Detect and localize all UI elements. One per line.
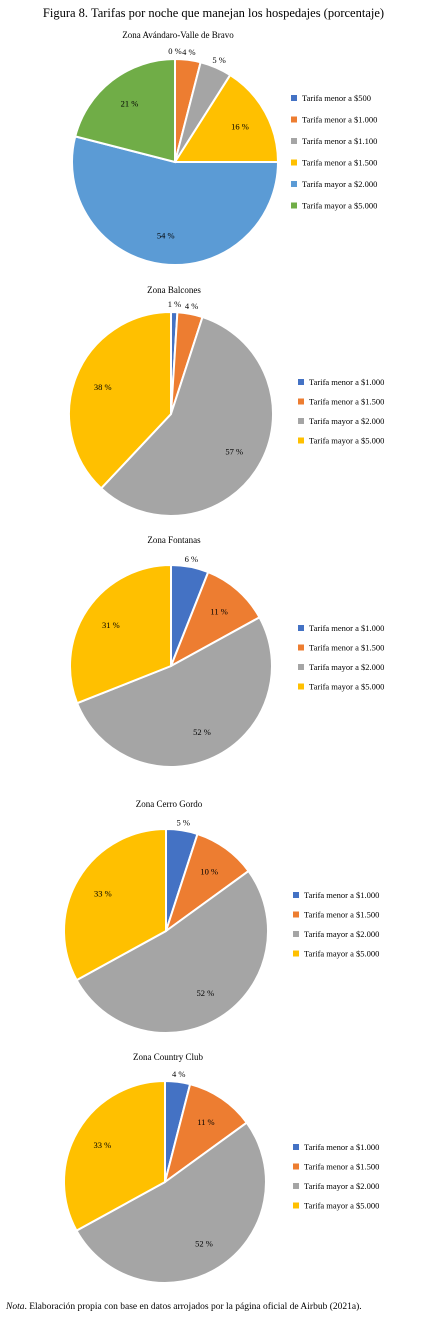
legend-label: Tarifa menor a $500 (302, 93, 371, 103)
data-label: 5 % (176, 817, 189, 827)
legend-label: Tarifa menor a $1.500 (302, 158, 377, 168)
chart-title: Zona Fontanas (147, 535, 201, 545)
legend-swatch (298, 418, 304, 424)
chart-panel-avandaro: Zona Avándaro-Valle de Bravo 0 % 4 % 5 % 16 … (0, 28, 427, 273)
pie-slice-zona-fontanas-1 (169, 570, 261, 669)
chart-panel-cerro-gordo: Zona Cerro Gordo 5 % 10 % 52 % 33 % Tarifa me… (0, 797, 427, 1042)
pie-chart-avandaro: Zona Avándaro-Valle de Bravo 0 % 4 % 5 % 16 … (71, 30, 377, 266)
legend-label: Tarifa mayor a $5.000 (304, 1201, 379, 1211)
legend-label: Tarifa mayor a $5.000 (302, 201, 377, 211)
legend-swatch (291, 138, 297, 144)
legend-swatch (293, 1163, 299, 1170)
data-label: 31 % (102, 620, 120, 630)
chart-panel-fontanas: Zona Fontanas 6 % 11 % 52 % 31 % Tarifa menor… (0, 533, 427, 778)
pie-slice-zona-av-ndaro-valle-de-bravo-5 (74, 57, 176, 164)
pie-slice-zona-av-ndaro-valle-de-bravo-3 (173, 73, 280, 163)
legend-swatch (293, 1202, 299, 1209)
note-text: . Elaboración propia con base en datos a… (24, 1302, 362, 1312)
legend-swatch (291, 181, 297, 187)
data-label: 11 % (197, 1117, 214, 1127)
legend-swatch (293, 1144, 299, 1150)
legend-swatch (293, 1183, 299, 1189)
chart-panel-balcones: Zona Balcones 1 % 4 % 57 % 38 % Tarifa menor … (0, 283, 427, 528)
data-label: 52 % (193, 727, 211, 737)
pie-slice-zona-fontanas-2 (75, 615, 273, 768)
legend-swatch (298, 398, 304, 405)
legend-swatch (298, 664, 304, 670)
legend-label: Tarifa menor a $1.000 (302, 115, 377, 125)
legend-swatch (291, 116, 297, 123)
chart-title: Zona Country Club (133, 1052, 203, 1062)
pie-slice-zona-fontanas-3 (69, 563, 172, 705)
chart-panel-country-club: Zona Country Club 4 % 11 % 52 % 33 % Tarifa m… (0, 1050, 427, 1295)
legend-swatch (293, 892, 299, 898)
pie-slice-zona-cerro-gordo-3 (63, 827, 167, 982)
chart-title: Zona Avándaro-Valle de Bravo (122, 30, 234, 40)
pie-chart-cerro-gordo: Zona Cerro Gordo 5 % 10 % 52 % 33 % Tarifa me… (63, 799, 379, 1035)
legend-label: Tarifa menor a $1.000 (304, 890, 379, 900)
legend-swatch (291, 159, 297, 166)
data-label: 4 % (172, 1069, 185, 1079)
data-label: 6 % (185, 554, 198, 564)
pie-slice-zona-balcones-2 (99, 315, 274, 517)
data-label: 21 % (121, 98, 139, 108)
legend-label: Tarifa mayor a $2.000 (304, 1181, 379, 1191)
legend-label: Tarifa menor a $1.500 (309, 643, 384, 653)
data-label: 33 % (94, 1140, 112, 1150)
data-label: 1 % (168, 299, 181, 309)
legend-swatch (291, 202, 297, 209)
legend-label: Tarifa menor a $1.000 (309, 377, 384, 387)
pie-slice-zona-country-club-2 (75, 1121, 267, 1284)
legend-swatch (293, 931, 299, 937)
legend-swatch (293, 950, 299, 957)
legend-label: Tarifa menor a $1.000 (309, 623, 384, 633)
legend-swatch (298, 644, 304, 651)
legend-label: Tarifa menor a $1.000 (304, 1142, 379, 1152)
chart-title: Zona Cerro Gordo (136, 799, 203, 809)
legend-swatch (291, 95, 297, 101)
legend-label: Tarifa menor a $1.500 (304, 910, 379, 920)
note-prefix: Nota (6, 1302, 25, 1312)
data-label: 52 % (195, 1238, 213, 1248)
data-label: 52 % (197, 988, 215, 998)
data-label: 33 % (94, 889, 112, 899)
pie-slice-zona-av-ndaro-valle-de-bravo-4 (71, 135, 280, 266)
pie-slice-zona-country-club-3 (63, 1079, 166, 1233)
data-label: 57 % (225, 446, 243, 456)
legend-label: Tarifa mayor a $2.000 (309, 416, 384, 426)
data-label: 4 % (182, 47, 195, 57)
legend-label: Tarifa mayor a $2.000 (304, 929, 379, 939)
legend-label: Tarifa mayor a $5.000 (309, 682, 384, 692)
data-label: 54 % (157, 231, 175, 241)
figure-note: Nota. Elaboración propia con base en dat… (6, 1302, 421, 1312)
pie-slice-zona-cerro-gordo-2 (75, 869, 269, 1035)
data-label: 11 % (210, 607, 227, 617)
legend-swatch (298, 625, 304, 631)
data-label: 38 % (94, 382, 112, 392)
data-label: 16 % (231, 121, 249, 131)
data-label: 0 % (168, 46, 181, 56)
pie-slice-zona-balcones-3 (68, 310, 172, 490)
pie-chart-country-club: Zona Country Club 4 % 11 % 52 % 33 % Tarifa m… (63, 1052, 379, 1284)
data-label: 5 % (212, 55, 225, 65)
pie-chart-fontanas: Zona Fontanas 6 % 11 % 52 % 31 % Tarifa menor… (69, 535, 384, 768)
legend-label: Tarifa menor a $1.100 (302, 136, 377, 146)
figure-title: Figura 8. Tarifas por noche que manejan … (42, 6, 385, 20)
pie-chart-balcones: Zona Balcones 1 % 4 % 57 % 38 % Tarifa menor … (68, 285, 384, 517)
legend-label: Tarifa menor a $1.500 (304, 1162, 379, 1172)
legend-swatch (298, 379, 304, 385)
legend-label: Tarifa mayor a $5.000 (304, 949, 379, 959)
legend-label: Tarifa mayor a $2.000 (309, 662, 384, 672)
legend-label: Tarifa menor a $1.500 (309, 397, 384, 407)
legend-swatch (293, 911, 299, 918)
data-label: 4 % (185, 301, 198, 311)
legend-label: Tarifa mayor a $5.000 (309, 436, 384, 446)
legend-swatch (298, 437, 304, 444)
pie-slice-zona-country-club-1 (163, 1082, 249, 1185)
legend-swatch (298, 683, 304, 690)
legend-label: Tarifa mayor a $2.000 (302, 179, 377, 189)
data-label: 10 % (200, 867, 218, 877)
chart-title: Zona Balcones (147, 285, 201, 295)
